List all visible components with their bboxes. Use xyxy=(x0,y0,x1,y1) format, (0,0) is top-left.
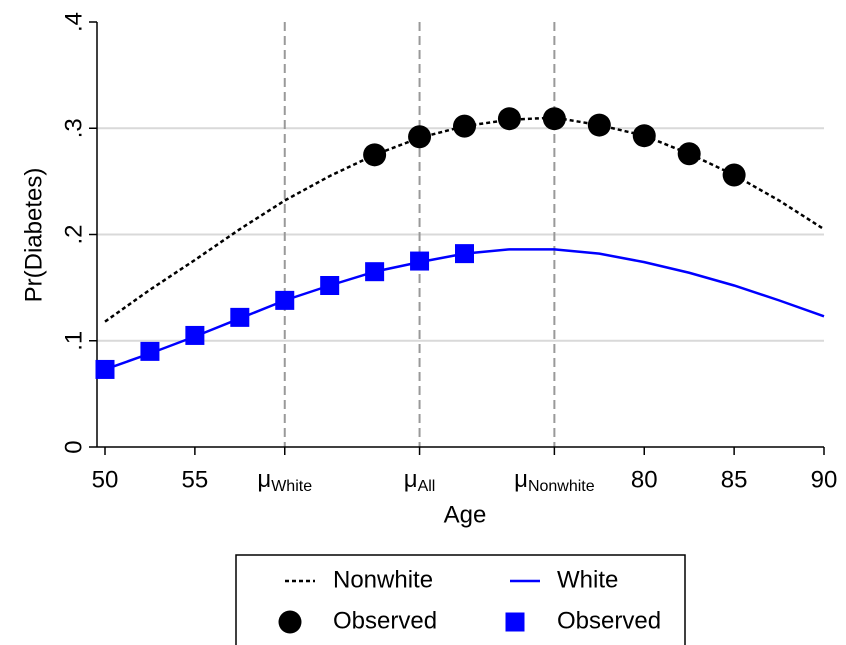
tick-subscript: White xyxy=(271,478,312,495)
data-point xyxy=(363,143,387,167)
x-tick-label: 85 xyxy=(721,466,748,493)
tick-symbol: μ xyxy=(514,466,528,493)
x-tick-label: 50 xyxy=(92,466,119,493)
data-point xyxy=(677,142,701,166)
x-tick-label: μAll xyxy=(404,466,436,495)
series-line xyxy=(104,248,825,371)
legend-label: White xyxy=(557,566,618,593)
tick-symbol: μ xyxy=(404,466,418,493)
legend-box xyxy=(235,554,686,645)
data-point xyxy=(410,251,430,271)
series-line xyxy=(104,116,825,323)
legend-label: Nonwhite xyxy=(333,566,433,593)
data-point xyxy=(408,125,432,149)
y-tick-label: .3 xyxy=(60,118,87,138)
y-tick-label: 0 xyxy=(60,440,87,453)
data-point xyxy=(497,107,521,131)
y-tick-label: .1 xyxy=(60,331,87,351)
tick-symbol: μ xyxy=(257,466,271,493)
data-point xyxy=(185,325,205,345)
y-tick-label: .4 xyxy=(60,12,87,32)
data-point xyxy=(365,262,385,282)
x-tick-label: μNonwhite xyxy=(514,466,595,495)
tick-subscript: Nonwhite xyxy=(528,478,595,495)
tick-subscript: All xyxy=(418,478,436,495)
data-point xyxy=(632,124,656,148)
legend-swatch xyxy=(278,610,302,634)
data-point xyxy=(320,276,340,295)
x-axis-label: Age xyxy=(444,501,487,528)
data-point xyxy=(587,113,611,137)
data-point xyxy=(230,307,250,327)
y-axis-label: Pr(Diabetes) xyxy=(20,168,47,303)
x-tick-label: 55 xyxy=(182,466,209,493)
data-point xyxy=(455,244,474,264)
y-tick-label: .2 xyxy=(60,224,87,244)
x-tick-label: 90 xyxy=(811,466,838,493)
legend-label: Observed xyxy=(557,607,661,634)
legend-swatch xyxy=(505,612,525,632)
x-tick-label: μWhite xyxy=(257,466,312,495)
x-tick-label: 80 xyxy=(631,466,658,493)
data-point xyxy=(140,341,160,361)
data-point xyxy=(542,107,566,131)
data-point xyxy=(95,359,115,379)
data-point xyxy=(275,290,295,310)
data-point xyxy=(722,163,746,187)
legend-label: Observed xyxy=(333,607,437,634)
data-point xyxy=(453,114,476,138)
